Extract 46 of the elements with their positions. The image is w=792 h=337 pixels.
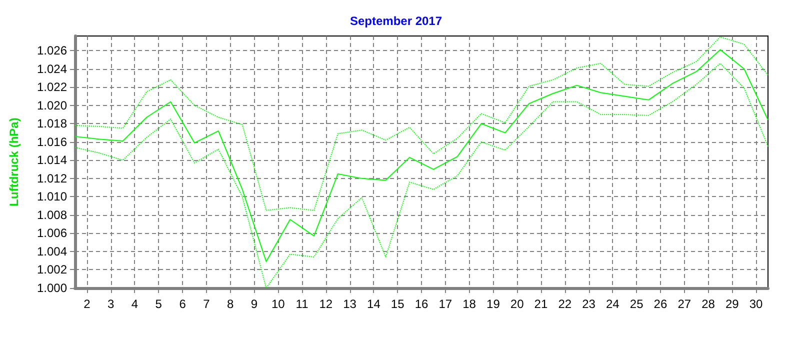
y-tick-label: 1.012	[36, 171, 68, 186]
x-tick-label: 30	[749, 297, 764, 311]
y-tick-label: 1.014	[36, 153, 68, 168]
x-tick-label: 8	[226, 297, 234, 311]
y-tick-label: 1.008	[36, 208, 68, 222]
x-tick-label: 28	[702, 297, 716, 311]
x-tick-label: 12	[319, 297, 333, 311]
x-tick-label: 19	[486, 297, 500, 311]
y-tick-label: 1.020	[36, 98, 68, 112]
x-tick-label: 10	[271, 297, 286, 311]
x-tick-label: 2	[84, 297, 91, 311]
x-tick-label: 6	[179, 297, 186, 311]
x-tick-label: 27	[678, 297, 692, 311]
y-tick-label: 1.016	[36, 134, 68, 149]
x-tick-label: 18	[462, 297, 476, 311]
x-tick-label: 25	[630, 297, 644, 311]
x-tick-label: 22	[558, 297, 572, 311]
y-tick-label: 1.002	[36, 262, 68, 277]
x-tick-label: 11	[296, 297, 309, 311]
x-tick-label: 21	[534, 297, 548, 311]
x-tick-label: 16	[414, 297, 428, 311]
x-tick-label: 5	[155, 297, 162, 311]
x-tick-label: 9	[250, 297, 258, 311]
x-tick-label: 29	[725, 297, 740, 311]
x-tick-label: 17	[438, 297, 452, 311]
y-tick-label: 1.004	[36, 244, 68, 258]
x-tick-label: 14	[367, 297, 381, 311]
x-tick-label: 7	[203, 297, 210, 311]
x-tick-label: 26	[654, 297, 668, 311]
y-tick-label: 1.022	[36, 80, 68, 94]
x-tick-label: 4	[131, 297, 138, 311]
x-tick-label: 23	[582, 297, 596, 311]
x-tick-label: 3	[108, 297, 114, 311]
x-tick-label: 15	[390, 297, 405, 311]
y-tick-label: 1.024	[36, 62, 68, 76]
x-tick-label: 24	[606, 297, 620, 311]
y-tick-label: 1.010	[36, 190, 68, 204]
line-series	[74, 36, 768, 211]
x-tick-label: 20	[510, 297, 524, 311]
x-tick-label: 13	[343, 297, 357, 311]
y-tick-label: 1.006	[36, 226, 68, 240]
y-axis-title: Luftdruck (hPa)	[7, 118, 21, 206]
y-tick-label: 1.026	[36, 44, 68, 58]
y-tick-label: 1.000	[36, 281, 68, 295]
chart-title: September 2017	[350, 14, 442, 28]
y-tick-label: 1.018	[36, 116, 68, 131]
